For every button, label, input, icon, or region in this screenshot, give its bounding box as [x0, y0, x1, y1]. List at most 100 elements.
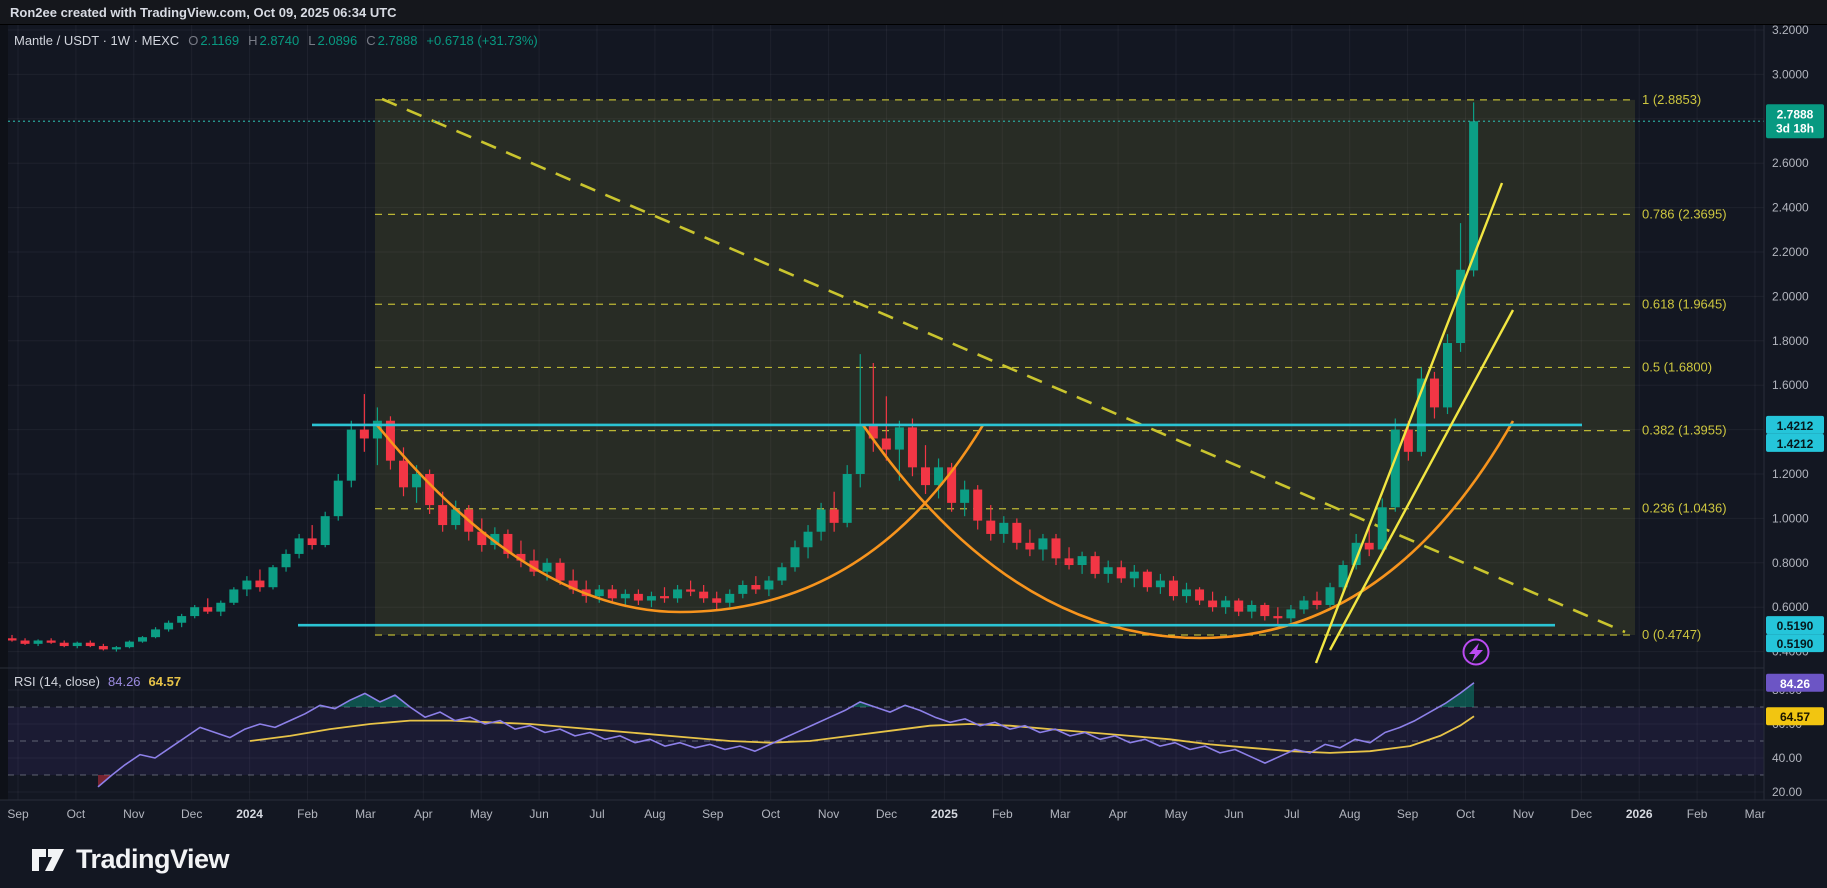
price-tick-label: 1.0000	[1772, 511, 1809, 525]
rsi-tick-label: 40.00	[1772, 751, 1802, 765]
svg-text:64.57: 64.57	[1780, 710, 1810, 724]
rsi-name: RSI (14, close)	[14, 674, 100, 689]
left-margin	[0, 25, 8, 800]
price-tick-label: 2.2000	[1772, 245, 1809, 259]
time-tick-label: Aug	[644, 807, 665, 821]
price-tick-label: 0.6000	[1772, 600, 1809, 614]
open-value: 2.1169	[200, 32, 240, 48]
svg-text:1.4212: 1.4212	[1777, 419, 1814, 433]
high-value: 2.8740	[259, 32, 300, 48]
ray-price-badge: 1.4212	[1766, 415, 1824, 434]
tradingview-logo-text: TradingView	[76, 843, 230, 874]
fib-label: 0.382 (1.3955)	[1642, 423, 1727, 438]
price-tick-label: 2.6000	[1772, 156, 1809, 170]
open-label: O	[188, 32, 199, 48]
time-tick-label: Mar	[1050, 807, 1071, 821]
rsi-threshold-fill	[1439, 682, 1474, 707]
ray-price-badge: 0.5190	[1766, 634, 1824, 653]
tradingview-logo[interactable]: TradingView	[30, 842, 230, 876]
close-value: 2.7888	[377, 32, 418, 48]
ray-price-badge: 1.4212	[1766, 433, 1824, 452]
time-tick-label: Feb	[1687, 807, 1708, 821]
price-tick-label: 0.8000	[1772, 556, 1809, 570]
fib-label: 0.5 (1.6800)	[1642, 359, 1712, 374]
time-axis[interactable]: Sep Oct Nov Dec 2024 Feb Mar Apr May Jun Jul Aug Sep…	[7, 807, 1765, 821]
main-pane[interactable]	[8, 25, 1765, 668]
rsi-value-badge: 84.26	[1766, 673, 1824, 692]
time-tick-label: Sep	[7, 807, 29, 821]
trend-channel-line[interactable]	[1328, 309, 1515, 651]
trend-channel-line[interactable]	[1314, 182, 1504, 664]
time-tick-label: Apr	[1109, 807, 1128, 821]
descending-trendline[interactable]	[381, 97, 1626, 634]
time-tick-label: 2025	[931, 807, 958, 821]
fib-label: 0.786 (2.3695)	[1642, 206, 1727, 221]
time-tick-label: Mar	[1745, 807, 1766, 821]
rsi-ma-value: 64.57	[148, 674, 182, 689]
time-tick-label: Jun	[529, 807, 548, 821]
close-label: C	[366, 32, 376, 48]
price-tick-label: 3.0000	[1772, 67, 1809, 81]
svg-text:84.26: 84.26	[1780, 677, 1810, 691]
rsi-value: 84.26	[108, 674, 141, 689]
time-tick-label: Oct	[67, 807, 86, 821]
time-tick-label: Jul	[589, 807, 604, 821]
time-tick-label: Feb	[992, 807, 1013, 821]
lightning-icon[interactable]	[1462, 638, 1490, 666]
time-tick-label: Nov	[818, 807, 839, 821]
time-tick-label: Nov	[123, 807, 144, 821]
watermark-bar: Ron2ee created with TradingView.com, Oct…	[0, 0, 1827, 25]
grid	[8, 25, 1764, 668]
time-tick-label: Sep	[1397, 807, 1419, 821]
rsi-tick-label: 20.00	[1772, 785, 1802, 799]
symbol-ohlc-bar: Mantle / USDT · 1W · MEXC O 2.1169 H 2.874…	[14, 31, 538, 49]
symbol-title[interactable]: Mantle / USDT · 1W · MEXC	[14, 32, 180, 48]
rsi-indicator-label[interactable]: RSI (14, close) 84.26 64.57	[14, 674, 181, 689]
price-tick-label: 1.8000	[1772, 334, 1809, 348]
rsi-line	[97, 682, 1475, 788]
time-tick-label: Feb	[297, 807, 318, 821]
time-tick-label: 2026	[1626, 807, 1653, 821]
time-tick-label: Dec	[876, 807, 897, 821]
svg-text:2.7888: 2.7888	[1777, 107, 1814, 121]
price-tick-label: 1.6000	[1772, 378, 1809, 392]
svg-text:3d 18h: 3d 18h	[1776, 121, 1814, 135]
time-tick-label: Aug	[1339, 807, 1360, 821]
change-value: +0.6718 (+31.73%)	[426, 32, 538, 48]
time-tick-label: Mar	[355, 807, 376, 821]
fib-label: 0.236 (1.0436)	[1642, 501, 1727, 516]
fib-label: 1 (2.8853)	[1642, 92, 1701, 107]
tradingview-logo-icon	[32, 849, 64, 871]
time-tick-label: Jun	[1224, 807, 1243, 821]
time-tick-label: May	[470, 807, 493, 821]
rsi-ma-line	[249, 715, 1475, 754]
price-tick-label: 2.0000	[1772, 289, 1809, 303]
time-tick-label: Oct	[761, 807, 780, 821]
ray-price-badge: 0.5190	[1766, 616, 1824, 635]
fib-label: 0.618 (1.9645)	[1642, 296, 1727, 311]
svg-text:1.4212: 1.4212	[1777, 437, 1814, 451]
cup-curve[interactable]	[861, 420, 1515, 640]
high-label: H	[248, 32, 258, 48]
rsi-ma-value-badge: 64.57	[1766, 707, 1824, 726]
time-tick-label: Apr	[414, 807, 433, 821]
price-tick-label: 3.2000	[1772, 23, 1809, 37]
cup-curve[interactable]	[375, 424, 985, 614]
time-tick-label: May	[1165, 807, 1188, 821]
time-tick-label: Jul	[1284, 807, 1299, 821]
time-tick-label: Dec	[181, 807, 202, 821]
time-tick-label: Oct	[1456, 807, 1475, 821]
fib-label: 0 (0.4747)	[1642, 627, 1701, 642]
svg-text:0.5190: 0.5190	[1777, 637, 1814, 651]
time-tick-label: 2024	[236, 807, 263, 821]
time-tick-label: Nov	[1513, 807, 1534, 821]
time-tick-label: Sep	[702, 807, 724, 821]
price-tick-label: 1.2000	[1772, 467, 1809, 481]
price-tick-label: 2.4000	[1772, 201, 1809, 215]
time-tick-label: Dec	[1571, 807, 1592, 821]
low-value: 2.0896	[317, 32, 358, 48]
low-label: L	[308, 32, 316, 48]
